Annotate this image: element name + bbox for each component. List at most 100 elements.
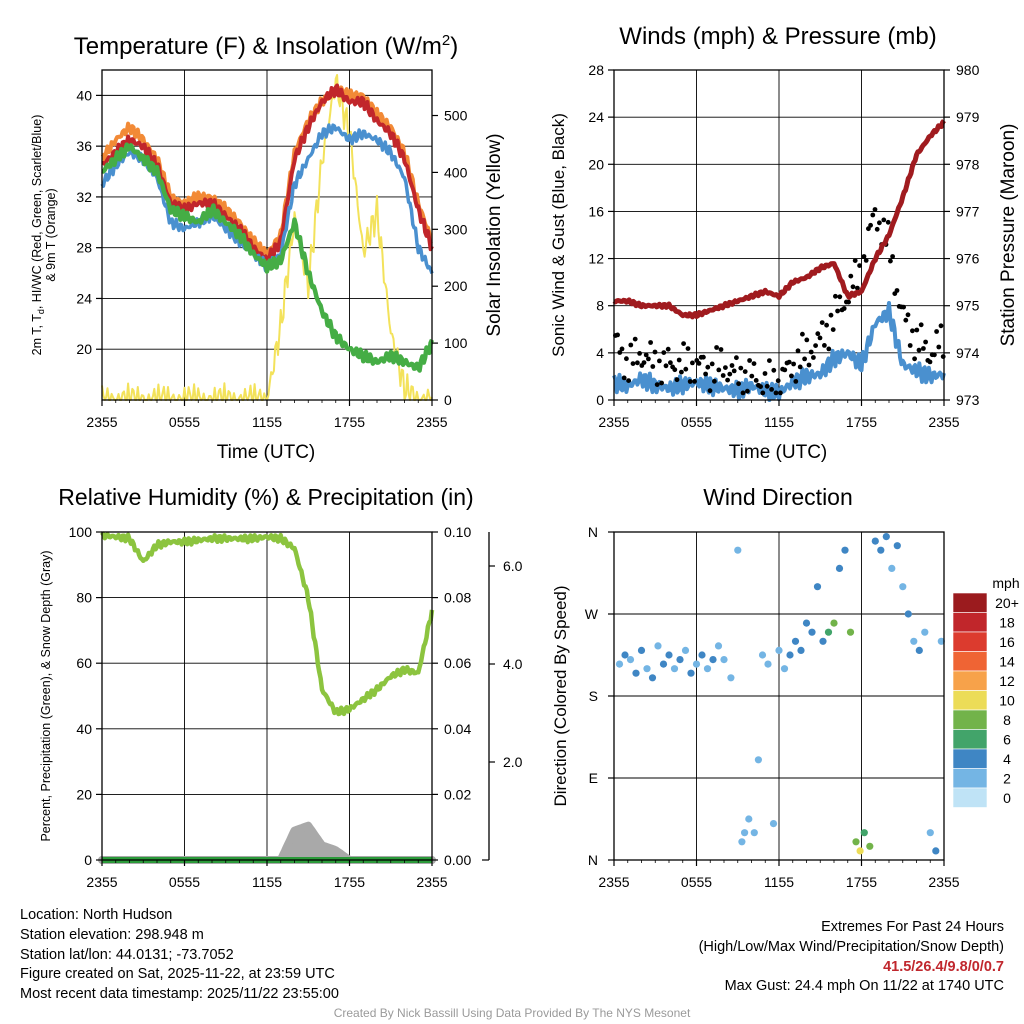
gust-point (663, 363, 669, 369)
credit-line: Created By Nick Bassill Using Data Provi… (333, 1006, 691, 1020)
legend-swatch (952, 651, 988, 672)
direction-point (893, 542, 901, 550)
direction-point (824, 628, 833, 636)
direction-point (899, 583, 907, 591)
gust-point (709, 361, 715, 367)
gust-point (646, 356, 651, 362)
gust-point (648, 340, 653, 345)
humidity-y-tick-label: 0 (84, 852, 92, 868)
direction-point (720, 656, 728, 664)
gust-point (868, 222, 873, 228)
direction-point (621, 651, 629, 659)
temperature-x-tick-label: 1155 (252, 414, 282, 430)
legend-label: 10 (999, 693, 1015, 709)
gust-point (762, 371, 768, 376)
direction-point (727, 674, 735, 682)
temperature-y2-tick-label: 300 (444, 221, 468, 237)
temperature-ylabel-left: 2m T, Td, HI/WC (Red, Green, Scarlet/Blu… (30, 115, 46, 356)
gust-point (681, 341, 686, 346)
gust-point (687, 379, 693, 384)
gust-point (786, 359, 792, 365)
direction-point (830, 619, 838, 627)
gust-point (903, 317, 909, 323)
humidity-x-tick-label: 2355 (416, 874, 447, 890)
gust-point (870, 212, 876, 218)
gust-point (760, 390, 766, 396)
gust-point (819, 320, 825, 325)
humidity-line (100, 531, 435, 717)
gust-point (791, 361, 796, 367)
station-elevation: Station elevation: 298.948 m (20, 926, 204, 943)
humidity-title: Relative Humidity (%) & Precipitation (i… (58, 484, 473, 510)
direction-point (681, 646, 690, 655)
humidity-y-tick-label: 60 (76, 655, 92, 671)
humidity-ylabel-left: Percent, Precipitation (Green), & Snow D… (39, 550, 53, 841)
gust-point (910, 328, 915, 334)
winds-ylabel-right: Station Pressure (Maroon) (998, 124, 1019, 347)
gust-point (848, 273, 854, 279)
direction-point (632, 669, 640, 677)
direction-point (841, 546, 849, 554)
max-gust: Max Gust: 24.4 mph On 11/22 at 1740 UTC (724, 978, 1004, 995)
station-location: Location: North Hudson (20, 907, 173, 923)
winds-xlabel: Time (UTC) (729, 442, 828, 463)
winds-y-tick-label: 8 (596, 298, 604, 314)
gust-point (632, 336, 638, 342)
gust-point (866, 226, 871, 232)
station-latlon: Station lat/lon: 44.0131; -73.7052 (20, 946, 234, 963)
gust-point (795, 348, 801, 354)
direction-y-tick-label: W (585, 606, 599, 622)
temperature-y2-tick-label: 200 (444, 278, 468, 294)
gust-point (767, 358, 772, 363)
gust-point (861, 254, 867, 259)
gust-point (771, 367, 777, 373)
direction-point (866, 842, 874, 850)
gust-point (901, 304, 906, 310)
winds-x-tick-label: 0555 (681, 414, 712, 430)
gust-point (782, 367, 788, 373)
gust-point (802, 356, 807, 362)
winds-y2-tick-label: 974 (956, 345, 980, 361)
gust-point (751, 361, 757, 366)
gust-point (668, 360, 673, 366)
temperature-y2-tick-label: 500 (444, 108, 468, 124)
direction-point (738, 838, 746, 846)
direction-point (648, 674, 657, 682)
gust-point (753, 378, 759, 383)
direction-point (791, 637, 800, 645)
gust-point (720, 373, 726, 378)
gust-point (835, 308, 840, 314)
snow-tick-label: 2.0 (503, 754, 523, 770)
gust-point (665, 346, 671, 352)
direction-point (676, 656, 684, 664)
winds-y2-tick-label: 978 (956, 156, 980, 172)
gust-point (707, 388, 713, 394)
gust-point (628, 342, 634, 348)
direction-point (643, 665, 651, 673)
extremes-info: Extremes For Past 24 Hours (High/Low/Max… (699, 918, 1004, 997)
temperature-series (100, 74, 435, 401)
direction-point (665, 651, 673, 659)
direction-point (819, 637, 827, 645)
gust-point (826, 346, 832, 352)
temperature-x-tick-label: 2355 (86, 414, 117, 430)
gust-point (921, 346, 926, 351)
temperature-ylabel-left-line2: & 9m T (Orange) (44, 188, 58, 281)
gust-point (890, 254, 895, 259)
winds-y-tick-label: 12 (588, 251, 604, 267)
gust-point (690, 360, 695, 366)
gust-point (714, 345, 719, 350)
gust-point (727, 371, 733, 377)
gust-point (703, 371, 708, 377)
pressure-line (612, 119, 946, 320)
direction-point (921, 628, 929, 636)
humidity-y-tick-label: 20 (76, 786, 92, 802)
gust-point (806, 362, 812, 368)
gust-point (841, 306, 847, 311)
temperature-x-tick-label: 2355 (416, 414, 447, 430)
direction-point (813, 583, 822, 591)
gust-point (789, 373, 794, 379)
gust-point (914, 327, 920, 333)
direction-points (615, 533, 945, 855)
gust-point (685, 346, 691, 351)
